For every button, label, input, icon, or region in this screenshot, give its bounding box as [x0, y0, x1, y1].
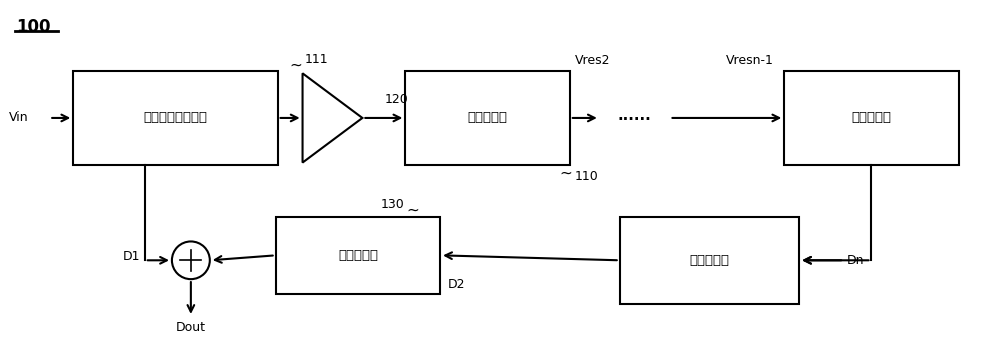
Polygon shape — [303, 73, 362, 163]
Text: 110: 110 — [575, 170, 599, 183]
Text: ......: ...... — [618, 109, 652, 124]
Circle shape — [172, 242, 210, 279]
Text: 数字滤波器: 数字滤波器 — [689, 254, 729, 267]
Text: Vresn-1: Vresn-1 — [726, 54, 774, 67]
Text: 第一级模数转换器: 第一级模数转换器 — [143, 111, 207, 125]
Text: ~: ~ — [290, 57, 303, 72]
FancyBboxPatch shape — [620, 217, 799, 304]
Text: D2: D2 — [448, 278, 466, 290]
Text: D1: D1 — [123, 250, 140, 263]
FancyBboxPatch shape — [276, 217, 440, 294]
Text: 模数转换器: 模数转换器 — [851, 111, 891, 125]
Text: 111: 111 — [305, 53, 328, 66]
Text: 130: 130 — [381, 198, 405, 211]
Text: Dn: Dn — [847, 254, 865, 267]
Text: ~: ~ — [559, 166, 572, 181]
Text: 模数转换器: 模数转换器 — [468, 111, 508, 125]
FancyBboxPatch shape — [405, 71, 570, 165]
Text: 120: 120 — [384, 93, 408, 106]
Text: Dout: Dout — [176, 321, 206, 334]
Text: Vin: Vin — [9, 111, 29, 125]
Text: Vres2: Vres2 — [575, 54, 610, 67]
Text: 数字滤波器: 数字滤波器 — [338, 249, 378, 262]
FancyBboxPatch shape — [784, 71, 959, 165]
Text: ~: ~ — [406, 203, 419, 218]
FancyBboxPatch shape — [73, 71, 278, 165]
Text: 100: 100 — [16, 18, 51, 36]
